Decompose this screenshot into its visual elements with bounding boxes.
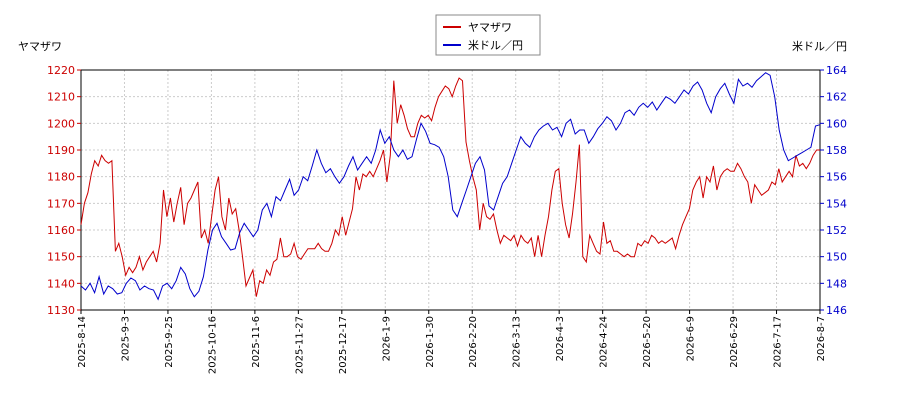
x-tick-label: 2026-7-17: [773, 316, 784, 368]
x-tick-label: 2026-4-24: [599, 316, 610, 368]
x-tick-label: 2025-9-3: [120, 316, 131, 361]
right-tick-label: 146: [826, 304, 847, 317]
plot-area-frame: [80, 69, 821, 311]
right-tick-label: 156: [826, 171, 847, 184]
right-tick-label: 164: [826, 64, 847, 77]
legend-box: [435, 14, 541, 56]
right-tick-label: 152: [826, 224, 847, 237]
right-tick-label: 148: [826, 277, 847, 290]
left-tick-label: 1160: [47, 224, 75, 237]
x-tick-label: 2025-11-6: [251, 316, 262, 368]
x-tick-label: 2025-9-25: [164, 316, 175, 368]
legend: ヤマザワ 米ドル／円: [435, 14, 541, 56]
x-tick-label: 2026-5-20: [642, 316, 653, 368]
left-tick-label: 1140: [47, 277, 75, 290]
right-tick-label: 154: [826, 197, 847, 210]
x-tick-label: 2026-1-9: [381, 316, 392, 361]
series-line-yamazawa: [80, 77, 820, 297]
x-tick-label: 2025-12-17: [338, 316, 349, 374]
x-tick-label: 2025-10-16: [207, 316, 218, 374]
series-line-usdjpy: [80, 72, 821, 301]
left-tick-label: 1190: [47, 144, 75, 157]
left-tick-label: 1220: [47, 64, 75, 77]
left-tick-label: 1150: [47, 251, 75, 264]
x-tick-label: 2026-4-3: [555, 316, 566, 361]
grid: [81, 70, 820, 310]
right-tick-label: 162: [826, 91, 847, 104]
left-tick-label: 1180: [47, 171, 75, 184]
legend-label-usdjpy: 米ドル／円: [468, 39, 523, 52]
x-tick-label: 2026-6-29: [729, 316, 740, 368]
x-tick-label: 2026-3-13: [512, 316, 523, 368]
right-tick-label: 150: [826, 251, 847, 264]
right-tick-label: 158: [826, 144, 847, 157]
left-tick-label: 1170: [47, 197, 75, 210]
left-tick-label: 1200: [47, 117, 75, 130]
x-tick-label: 2025-8-14: [77, 316, 88, 368]
series-layer: [80, 72, 821, 301]
axes: 1130 1140 1150 1160 1170 1180 1190 1200 1210 1220…: [47, 64, 847, 374]
x-tick-label: 2026-2-20: [468, 316, 479, 368]
x-tick-label: 2026-6-9: [686, 316, 697, 361]
left-tick-label: 1210: [47, 91, 75, 104]
legend-label-yamazawa: ヤマザワ: [468, 21, 512, 34]
right-axis-label: 米ドル／円: [792, 40, 847, 53]
x-tick-label: 2025-11-27: [294, 316, 305, 374]
right-tick-label: 160: [826, 117, 847, 130]
x-tick-label: 2026-8-7: [816, 316, 827, 361]
x-tick-label: 2026-1-30: [425, 316, 436, 368]
left-axis-label: ヤマザワ: [18, 40, 62, 53]
left-tick-label: 1130: [47, 304, 75, 317]
